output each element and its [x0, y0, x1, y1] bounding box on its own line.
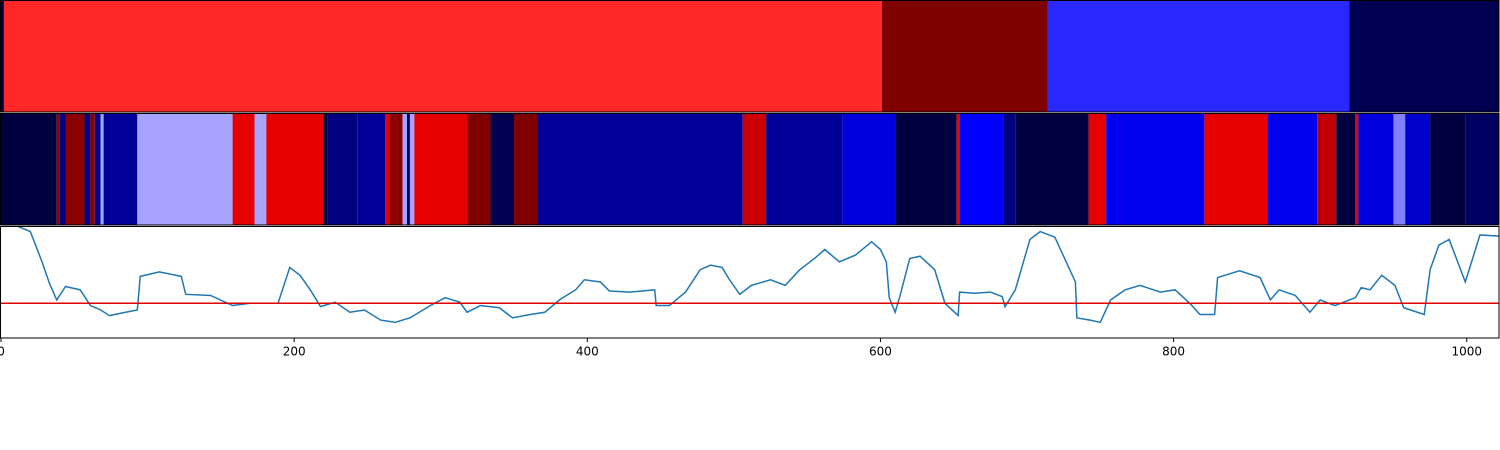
segment	[266, 113, 324, 225]
segment	[84, 113, 91, 225]
plot-area	[1, 226, 1499, 324]
x-tick-label: 800	[1162, 345, 1185, 359]
segment	[895, 113, 957, 225]
segment	[1267, 113, 1318, 225]
segment	[94, 113, 101, 225]
segment	[56, 113, 60, 225]
segment	[881, 0, 1048, 112]
segment	[1430, 113, 1466, 225]
segment	[414, 113, 468, 225]
segment	[1393, 113, 1406, 225]
segment	[514, 113, 538, 225]
segment	[467, 113, 491, 225]
segment	[90, 113, 95, 225]
segment	[357, 113, 386, 225]
x-tick-label: 1000	[1451, 345, 1482, 359]
segment	[766, 113, 843, 225]
segment	[323, 113, 328, 225]
segment	[537, 113, 743, 225]
segment	[1003, 113, 1016, 225]
panel-frame	[0, 0, 1500, 113]
segment	[389, 113, 403, 225]
segment	[103, 113, 138, 225]
segment	[1088, 113, 1107, 225]
segment	[1465, 113, 1499, 225]
line	[1, 226, 1499, 324]
segment	[1, 0, 4, 112]
segment	[65, 113, 85, 225]
segment	[1358, 113, 1394, 225]
segment	[3, 0, 882, 112]
segment	[1317, 113, 1337, 225]
segment	[1015, 113, 1089, 225]
segment	[1405, 113, 1431, 225]
segment	[402, 113, 408, 225]
x-tick-label: 200	[283, 345, 306, 359]
segment	[1047, 0, 1350, 112]
segment	[407, 113, 410, 225]
panel-frame	[0, 226, 1500, 339]
segment	[1355, 113, 1359, 225]
segment	[742, 113, 767, 225]
segment	[1336, 113, 1356, 225]
segment	[385, 113, 390, 225]
segment	[1106, 113, 1205, 225]
segment	[959, 113, 1004, 225]
segment	[100, 113, 104, 225]
segment	[1, 113, 57, 225]
segment	[956, 113, 960, 225]
segment	[842, 113, 896, 225]
segment	[1349, 0, 1499, 112]
x-tick-label: 0	[0, 345, 5, 359]
segment	[137, 113, 233, 225]
x-tick-label: 600	[869, 345, 892, 359]
segment	[490, 113, 515, 225]
segment	[232, 113, 255, 225]
segment	[59, 113, 66, 225]
panel-frame	[0, 113, 1500, 226]
segment	[1204, 113, 1268, 225]
x-tick-label: 400	[576, 345, 599, 359]
segment	[254, 113, 267, 225]
segment	[327, 113, 358, 225]
segment	[409, 113, 415, 225]
